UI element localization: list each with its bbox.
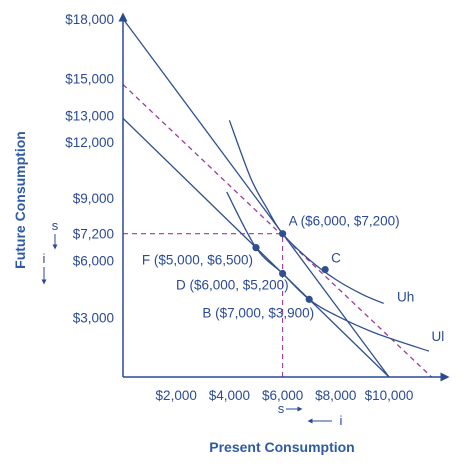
x-tick-label: $8,000 [315, 388, 356, 403]
point-b [305, 295, 313, 303]
y-tick-label: $7,200 [73, 227, 114, 242]
point-d [279, 269, 287, 278]
x-interest-note: i [340, 413, 343, 428]
point-a [279, 230, 287, 238]
y-tick-label: $9,000 [73, 191, 114, 206]
x-tick-label: $4,000 [209, 388, 250, 403]
point-label-c: C [331, 251, 341, 266]
y-axis-title: Future Consumption [12, 131, 28, 269]
x-axis-title: Present Consumption [209, 439, 354, 455]
y-savings-note: s [52, 218, 59, 233]
point-label-a: A ($6,000, $7,200) [289, 214, 400, 229]
point-c [321, 265, 329, 274]
budget-line-1 [122, 18, 390, 378]
data-points [252, 230, 329, 303]
indifference-curve-uh [228, 120, 384, 304]
y-tick-label: $13,000 [65, 108, 114, 123]
curve-label-uh: Uh [397, 289, 414, 304]
point-label-d: D ($6,000, $5,200) [176, 278, 289, 293]
axes [118, 12, 450, 382]
y-tick-label: $15,000 [65, 72, 114, 87]
point-f [252, 244, 260, 252]
y-tick-label: $12,000 [65, 135, 114, 150]
x-tick-label: $6,000 [262, 388, 303, 403]
guide-lines [123, 233, 284, 377]
budget-line-3 [122, 83, 433, 378]
point-label-b: B ($7,000, $3,900) [202, 305, 314, 320]
point-label-f: F ($5,000, $6,500) [142, 253, 253, 268]
curve-label-ul: Ul [432, 329, 445, 344]
x-tick-label: $2,000 [156, 388, 197, 403]
plot-lines [122, 18, 433, 378]
x-tick-label: $10,000 [365, 388, 414, 403]
y-tick-label: $18,000 [65, 12, 114, 27]
y-tick-label: $3,000 [73, 310, 114, 325]
y-tick-label: $6,000 [73, 254, 114, 269]
tick-labels: $2,000 $4,000 $6,000 $8,000 $10,000 $3,000 $6,… [65, 12, 413, 403]
x-savings-note: s [278, 401, 285, 416]
y-interest-note: i [43, 251, 46, 266]
point-labels: A ($6,000, $7,200) C F ($5,000, $6,500) D (… [142, 214, 444, 344]
